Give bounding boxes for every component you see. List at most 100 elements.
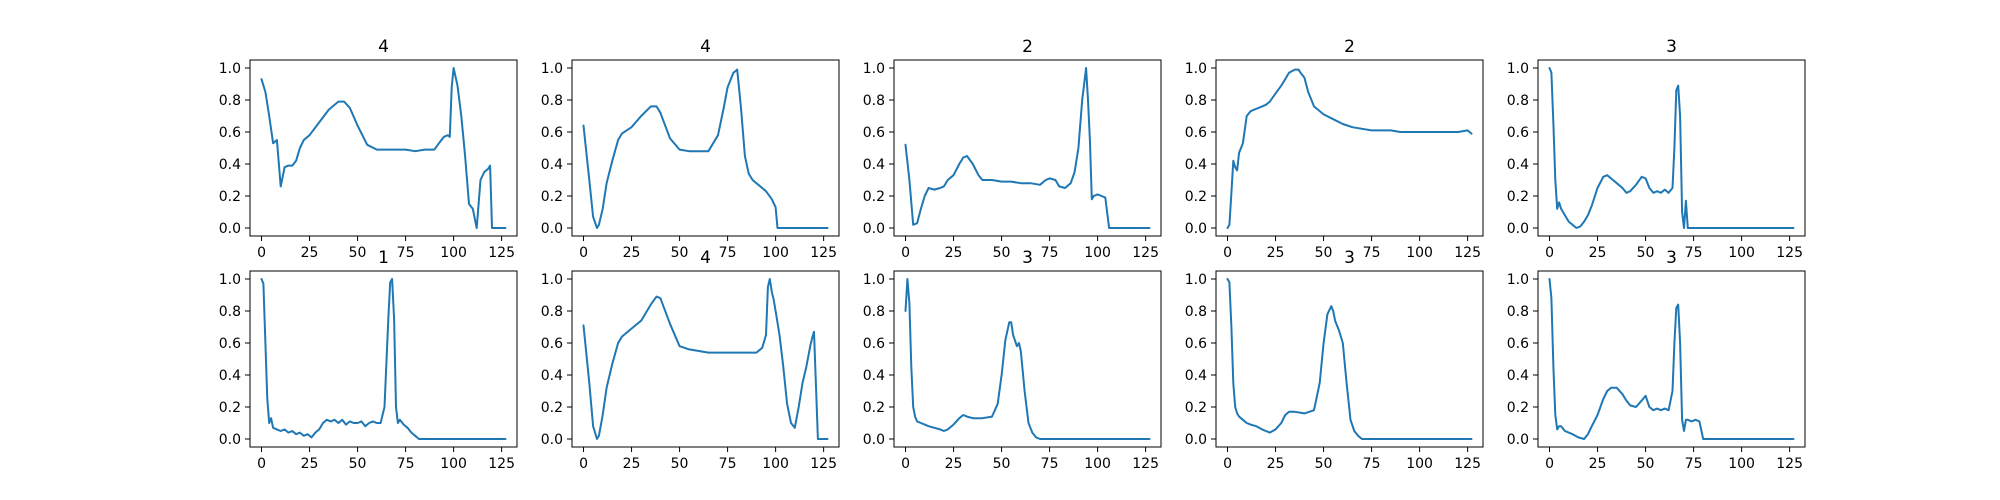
y-tick-label: 0.2 [1507, 400, 1529, 416]
y-tick-label: 1.0 [541, 61, 563, 77]
x-tick-label: 100 [1084, 456, 1111, 472]
subplot-title: 2 [1344, 37, 1355, 57]
y-tick-label: 0.8 [1507, 304, 1529, 320]
x-tick-label: 0 [1223, 245, 1232, 261]
subplot-title: 3 [1344, 248, 1355, 268]
series-line [904, 278, 1151, 440]
y-tick-label: 1.0 [863, 61, 885, 77]
x-tick-label: 50 [349, 245, 367, 261]
y-tick-label: 0.8 [1185, 93, 1207, 109]
x-tick-label: 100 [440, 245, 467, 261]
x-tick-label: 125 [1132, 456, 1159, 472]
series-line [1548, 278, 1795, 440]
x-tick-label: 100 [1406, 456, 1433, 472]
series-line [582, 278, 829, 440]
y-tick-label: 0.8 [219, 304, 241, 320]
plot-frame [571, 270, 840, 448]
series-line [260, 67, 507, 229]
y-tick-label: 0.2 [219, 400, 241, 416]
x-tick-label: 75 [1685, 245, 1703, 261]
y-tick-label: 0.4 [219, 368, 241, 384]
x-tick-label: 75 [719, 456, 737, 472]
series-line [260, 278, 507, 440]
x-tick-label: 75 [1041, 456, 1059, 472]
x-tick-label: 75 [719, 245, 737, 261]
x-tick-label: 75 [1363, 456, 1381, 472]
y-tick-label: 1.0 [541, 272, 563, 288]
y-tick-label: 0.6 [219, 125, 241, 141]
subplot-title: 3 [1022, 248, 1033, 268]
x-tick-label: 25 [623, 456, 641, 472]
subplot-title: 3 [1666, 37, 1677, 57]
x-tick-label: 100 [440, 456, 467, 472]
x-tick-label: 0 [901, 245, 910, 261]
y-tick-label: 0.4 [1185, 368, 1207, 384]
y-tick-label: 0.4 [863, 157, 885, 173]
x-tick-label: 0 [579, 245, 588, 261]
x-tick-label: 75 [397, 245, 415, 261]
x-tick-label: 25 [1589, 245, 1607, 261]
x-tick-label: 100 [1728, 245, 1755, 261]
x-tick-label: 0 [901, 456, 910, 472]
x-tick-label: 100 [1406, 245, 1433, 261]
x-tick-label: 75 [1363, 245, 1381, 261]
series-line [1226, 68, 1473, 229]
y-tick-label: 0.8 [541, 93, 563, 109]
subplot-5: 0 25 50 75 100 125 0.0 0.2 0.4 0.6 0.8 1.0 3 [1507, 37, 1806, 261]
x-tick-label: 75 [1041, 245, 1059, 261]
subplot-2: 0 25 50 75 100 125 0.0 0.2 0.4 0.6 0.8 1.0 4 [541, 37, 840, 261]
x-tick-label: 100 [762, 456, 789, 472]
y-tick-label: 1.0 [1185, 61, 1207, 77]
plot-frame [893, 59, 1162, 237]
y-tick-label: 0.2 [541, 400, 563, 416]
x-tick-label: 25 [301, 456, 319, 472]
plot-frame [571, 59, 840, 237]
y-tick-label: 1.0 [863, 272, 885, 288]
x-tick-label: 0 [1223, 456, 1232, 472]
x-tick-label: 125 [1776, 245, 1803, 261]
y-tick-label: 0.2 [1185, 189, 1207, 205]
plot-frame [1215, 59, 1484, 237]
x-tick-label: 100 [1728, 456, 1755, 472]
y-tick-label: 1.0 [219, 272, 241, 288]
x-tick-label: 125 [810, 456, 837, 472]
subplot-10: 0 25 50 75 100 125 0.0 0.2 0.4 0.6 0.8 1.0 3 [1507, 248, 1806, 472]
y-tick-label: 0.6 [1507, 125, 1529, 141]
y-tick-label: 0.2 [541, 189, 563, 205]
y-tick-label: 1.0 [219, 61, 241, 77]
y-tick-label: 0.0 [219, 221, 241, 237]
y-tick-label: 0.6 [219, 336, 241, 352]
series-line [582, 68, 829, 229]
x-tick-label: 25 [623, 245, 641, 261]
x-tick-label: 50 [671, 456, 689, 472]
y-tick-label: 0.4 [219, 157, 241, 173]
x-tick-label: 25 [1589, 456, 1607, 472]
y-tick-label: 1.0 [1185, 272, 1207, 288]
y-tick-label: 0.6 [541, 125, 563, 141]
x-tick-label: 50 [1637, 456, 1655, 472]
subplot-7: 0 25 50 75 100 125 0.0 0.2 0.4 0.6 0.8 1.0 4 [541, 248, 840, 472]
x-tick-label: 25 [301, 245, 319, 261]
x-tick-label: 50 [993, 456, 1011, 472]
y-tick-label: 0.8 [863, 93, 885, 109]
x-tick-label: 50 [1315, 245, 1333, 261]
x-tick-label: 125 [1454, 456, 1481, 472]
subplot-title: 2 [1022, 37, 1033, 57]
y-tick-label: 0.0 [863, 221, 885, 237]
subplot-1: 0 25 50 75 100 125 0.0 0.2 0.4 0.6 0.8 1.0 4 [219, 37, 518, 261]
y-tick-label: 0.2 [863, 400, 885, 416]
x-tick-label: 0 [579, 456, 588, 472]
y-tick-label: 0.4 [541, 368, 563, 384]
y-tick-label: 0.8 [863, 304, 885, 320]
x-tick-label: 125 [1132, 245, 1159, 261]
subplot-8: 0 25 50 75 100 125 0.0 0.2 0.4 0.6 0.8 1.0 3 [863, 248, 1162, 472]
x-tick-label: 125 [810, 245, 837, 261]
x-tick-label: 125 [488, 245, 515, 261]
y-tick-label: 0.8 [1507, 93, 1529, 109]
subplot-title: 3 [1666, 248, 1677, 268]
plot-frame [1215, 270, 1484, 448]
subplot-9: 0 25 50 75 100 125 0.0 0.2 0.4 0.6 0.8 1.0 3 [1185, 248, 1484, 472]
x-tick-label: 50 [993, 245, 1011, 261]
x-tick-label: 0 [257, 456, 266, 472]
